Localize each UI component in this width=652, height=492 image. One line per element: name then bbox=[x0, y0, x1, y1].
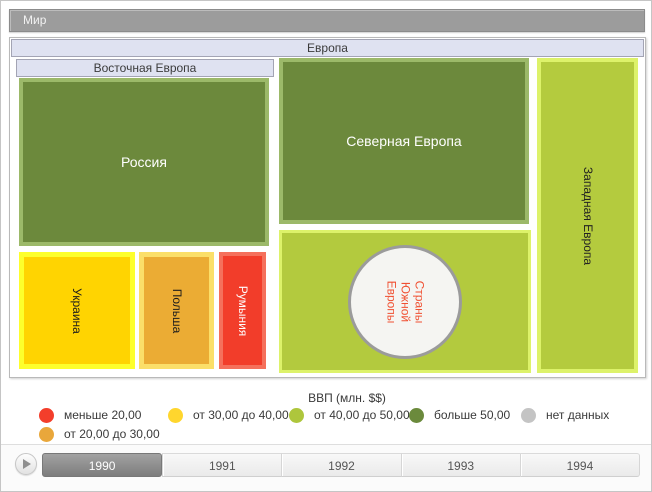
legend-orange-dot bbox=[39, 426, 54, 442]
tile-label-romania: Румыния bbox=[235, 285, 250, 336]
treemap-tile-southern-europe[interactable]: Страны Южной Европы bbox=[279, 230, 531, 373]
legend-item-label: больше 50,00 bbox=[434, 408, 511, 422]
legend-yellow-dot bbox=[168, 407, 183, 423]
timeline-year-1991[interactable]: 1991 bbox=[162, 453, 282, 477]
legend-item-label: нет данных bbox=[546, 408, 610, 422]
treemap-tile-ukraine[interactable]: Украина bbox=[19, 252, 135, 369]
treemap-tile-western-europe[interactable]: Западная Европа bbox=[537, 58, 638, 373]
breadcrumb-world-label: Мир bbox=[23, 13, 47, 27]
legend-item-20-30: от 20,00 до 30,00 bbox=[39, 426, 160, 442]
timeline-year-1994[interactable]: 1994 bbox=[519, 453, 641, 477]
legend-red-dot bbox=[39, 407, 54, 423]
legend-item-no-data: нет данных bbox=[521, 407, 609, 423]
legend-title: ВВП (млн. $$) bbox=[308, 391, 386, 405]
tile-label-northern-europe: Северная Европа bbox=[346, 133, 462, 149]
legend-gray-dot bbox=[521, 407, 536, 423]
legend-item-label: от 30,00 до 40,00 bbox=[193, 408, 289, 422]
timeline-year-1990[interactable]: 1990 bbox=[42, 453, 163, 477]
treemap-tile-northern-europe[interactable]: Северная Европа bbox=[279, 58, 529, 224]
tile-label-southern-europe: Страны Южной Европы bbox=[383, 280, 426, 323]
group-header-europe[interactable]: Европа bbox=[11, 39, 644, 57]
legend-item-more-50: больше 50,00 bbox=[409, 407, 510, 423]
legend-item-label: от 20,00 до 30,00 bbox=[64, 427, 160, 441]
legend-lightgreen-dot bbox=[289, 407, 304, 423]
treemap-tile-russia[interactable]: Россия bbox=[19, 78, 269, 246]
treemap-tile-romania[interactable]: Румыния bbox=[219, 252, 266, 369]
timeline-year-1992[interactable]: 1992 bbox=[281, 453, 401, 477]
treemap-panel: Европа Восточная Европа Россия Украина П… bbox=[9, 37, 646, 378]
tile-label-russia: Россия bbox=[121, 154, 167, 170]
legend-item-label: от 40,00 до 50,00 bbox=[314, 408, 410, 422]
timeline-year-1993[interactable]: 1993 bbox=[400, 453, 520, 477]
timeline-year-strip: 1990 1991 1992 1993 1994 bbox=[42, 453, 641, 477]
tile-label-ukraine: Украина bbox=[70, 287, 84, 334]
play-button[interactable] bbox=[15, 453, 37, 475]
legend-darkgreen-dot bbox=[409, 407, 424, 423]
legend-item-40-50: от 40,00 до 50,00 bbox=[289, 407, 410, 423]
play-icon bbox=[23, 459, 31, 469]
southern-europe-circle[interactable]: Страны Южной Европы bbox=[348, 244, 462, 359]
breadcrumb-world-bar[interactable]: Мир bbox=[9, 9, 645, 32]
tile-label-poland: Польша bbox=[169, 288, 184, 333]
legend-item-label: меньше 20,00 bbox=[64, 408, 142, 422]
legend-item-less-20: меньше 20,00 bbox=[39, 407, 141, 423]
legend-item-30-40: от 30,00 до 40,00 bbox=[168, 407, 289, 423]
treemap-tile-poland[interactable]: Польша bbox=[139, 252, 214, 369]
tile-label-western-europe: Западная Европа bbox=[580, 166, 595, 265]
group-header-eastern-europe[interactable]: Восточная Европа bbox=[16, 59, 274, 77]
